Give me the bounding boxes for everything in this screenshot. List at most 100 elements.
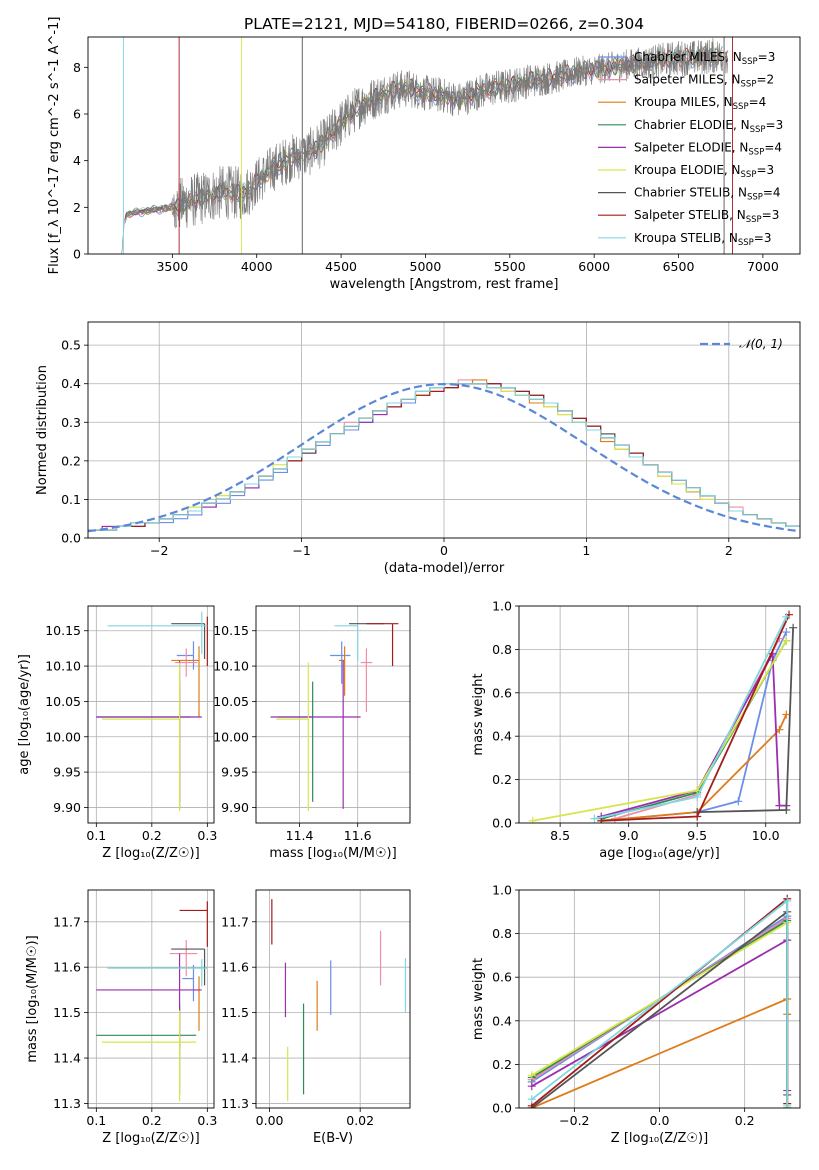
- legend-label-gaussian: 𝒩(0, 1): [739, 337, 783, 351]
- x-axis-label: Z [log₁₀(Z/Z☉)]: [611, 1131, 708, 1146]
- y-axis-label: mass weight: [471, 673, 486, 755]
- y-tick-label: 11.3: [53, 1096, 81, 1111]
- axes-frame: [255, 605, 411, 824]
- ticks-mass-vs-Z: 0.1 0.2 0.3 11.3 11.4 11.5 11.6 11.7: [53, 914, 217, 1128]
- weight-marker-kroupa-stelib: [783, 1101, 792, 1108]
- legend-label-salpeter-stelib: Salpeter STELIB, NSSP=3: [634, 208, 779, 225]
- errorbar-point-salpeter-stelib: [366, 623, 399, 667]
- y-tick-label: 2: [73, 200, 81, 215]
- y-tick-label: 11.5: [221, 1005, 249, 1020]
- y-tick-label: 10.00: [45, 729, 81, 744]
- weight-marker-kroupa-elodie: [782, 636, 791, 645]
- x-tick-label: 7000: [747, 259, 779, 274]
- y-axis-label: Flux [f_λ 10^-17 erg cm^-2 s^-1 A^-1]: [47, 17, 62, 275]
- x-axis-label: mass [log₁₀(M/M☉)]: [269, 846, 396, 861]
- y-tick-label: 0.0: [492, 1101, 512, 1116]
- spectrum-legend: Chabrier MILES, NSSP=3 Salpeter MILES, NS…: [598, 50, 783, 248]
- x-tick-label: 6500: [663, 259, 695, 274]
- y-tick-label: 0.0: [61, 531, 81, 546]
- legend-label-kroupa-miles: Kroupa MILES, NSSP=4: [634, 95, 766, 112]
- errorbar-point-salpeter-elodie: [270, 660, 361, 809]
- plot-area-age-vs-mass: [256, 606, 410, 823]
- weight-marker-kroupa-stelib: [590, 814, 599, 823]
- weight-marker-chabrier-miles: [734, 797, 743, 806]
- plot-area-age-vs-Z: [88, 606, 214, 823]
- y-tick-label: 0.4: [492, 1013, 512, 1028]
- y-tick-label: 0.8: [492, 926, 512, 941]
- y-tick-label: 11.4: [221, 1051, 249, 1066]
- y-tick-label: 1.0: [492, 883, 512, 898]
- x-tick-label: 4000: [241, 259, 273, 274]
- axes-frame: [518, 889, 801, 1109]
- y-tick-label: 11.4: [53, 1051, 81, 1066]
- y-tick-label: 11.5: [53, 1005, 81, 1020]
- x-tick-label: 5500: [494, 259, 526, 274]
- y-tick-label: 11.6: [53, 960, 81, 975]
- y-tick-label: 10.05: [213, 694, 249, 709]
- weight-marker-kroupa-stelib: [693, 792, 702, 801]
- plot-area-massweight-vs-age: [519, 606, 800, 823]
- errorbar-point-salpeter-miles: [169, 939, 198, 977]
- weight-marker-kroupa-stelib: [527, 1095, 536, 1104]
- weight-marker-salpeter-elodie: [775, 801, 784, 810]
- axes-frame: [518, 605, 801, 824]
- x-tick-label: 9.5: [687, 828, 707, 843]
- panel-mass-vs-EBV: 0.00 0.02 11.3 11.4 11.5 11.6 11.7 E(B-V): [221, 889, 411, 1146]
- panel-massweight-vs-age: 8.5 9.0 9.5 10.0 0.0 0.2 0.4 0.6 0.8 1.0 age [log₁…: [471, 599, 801, 861]
- x-tick-label: 2: [725, 543, 733, 558]
- y-tick-label: 4: [73, 153, 81, 168]
- errorbar-point-salpeter-elodie: [96, 660, 202, 809]
- weight-marker-chabrier-stelib: [782, 805, 791, 814]
- ticks-spectrum: 3500 4000 4500 5000 5500 6000 6500 7000 0 2 4 6 8: [73, 60, 779, 274]
- y-axis-label: mass [log₁₀(M/M☉)]: [25, 935, 40, 1062]
- y-tick-label: 10.15: [213, 623, 249, 638]
- panel-mass-vs-Z: 0.1 0.2 0.3 11.3 11.4 11.5 11.6 11.7 Z [log₁₀(Z/…: [25, 889, 217, 1146]
- y-tick-label: 10.10: [213, 659, 249, 674]
- x-tick-label: 0.0: [650, 1113, 670, 1128]
- x-tick-label: 10.0: [752, 828, 780, 843]
- y-tick-label: 0.2: [61, 453, 81, 468]
- legend-label-chabrier-elodie: Chabrier ELODIE, NSSP=3: [634, 118, 783, 135]
- y-axis-label: age [log₁₀(age/yr)]: [17, 654, 32, 775]
- residuals-legend: 𝒩(0, 1): [700, 337, 783, 351]
- axes-frame: [87, 36, 801, 255]
- x-tick-label: 5000: [410, 259, 442, 274]
- ticks-residuals: −2 −1 0 1 2 0.0 0.1 0.2 0.3 0.4 0.5: [61, 338, 733, 558]
- y-tick-label: 10.00: [213, 729, 249, 744]
- weight-marker-kroupa-elodie: [527, 1071, 536, 1080]
- x-tick-label: 3500: [156, 259, 188, 274]
- y-tick-label: 10.05: [45, 694, 81, 709]
- y-tick-label: 0.3: [61, 415, 81, 430]
- x-tick-label: 11.4: [286, 828, 314, 843]
- errorbar-point-kroupa-stelib: [334, 625, 359, 662]
- legend-label-kroupa-stelib: Kroupa STELIB, NSSP=3: [634, 231, 772, 248]
- x-axis-label: age [log₁₀(age/yr)]: [599, 846, 720, 861]
- x-axis-label: (data-model)/error: [384, 561, 505, 576]
- legend-label-salpeter-elodie: Salpeter ELODIE, NSSP=4: [634, 140, 782, 157]
- y-tick-label: 9.90: [53, 800, 81, 815]
- y-tick-label: 11.3: [221, 1096, 249, 1111]
- panel-spectrum: 3500 4000 4500 5000 5500 6000 6500 7000 0 2 4 6 8 Cha…: [47, 17, 801, 292]
- errorbar-point-kroupa-elodie: [101, 662, 181, 811]
- errorbar-point-chabrier-stelib: [171, 623, 206, 660]
- legend-label-chabrier-miles: Chabrier MILES, NSSP=3: [634, 50, 775, 67]
- x-tick-label: −1: [292, 543, 310, 558]
- ticks-massweight-vs-age: 8.5 9.0 9.5 10.0 0.0 0.2 0.4 0.6 0.8 1.0: [492, 599, 780, 844]
- y-tick-label: 0.0: [492, 816, 512, 831]
- errorbar-point-chabrier-elodie: [96, 681, 191, 802]
- plot-area-spectrum: [121, 37, 733, 254]
- errorbar-point-kroupa-stelib: [107, 611, 208, 655]
- figure-title: PLATE=2121, MJD=54180, FIBERID=0266, z=0…: [244, 15, 644, 33]
- errorbar-point-chabrier-miles: [176, 641, 195, 670]
- axes-frame: [87, 605, 215, 824]
- x-tick-label: −0.2: [559, 1113, 589, 1128]
- y-tick-label: 11.6: [221, 960, 249, 975]
- weight-marker-chabrier-stelib: [789, 623, 798, 632]
- errorbar-point-salpeter-miles: [360, 648, 373, 713]
- axes-frame: [255, 889, 411, 1109]
- y-tick-label: 0.5: [61, 338, 81, 353]
- errorbar-point-chabrier-stelib: [171, 948, 206, 986]
- y-tick-label: 11.7: [53, 914, 81, 929]
- ticks-massweight-vs-Z: −0.2 0.0 0.2 0.0 0.2 0.4 0.6 0.8 1.0: [492, 883, 754, 1129]
- histogram-kroupa-stelib: [88, 383, 800, 531]
